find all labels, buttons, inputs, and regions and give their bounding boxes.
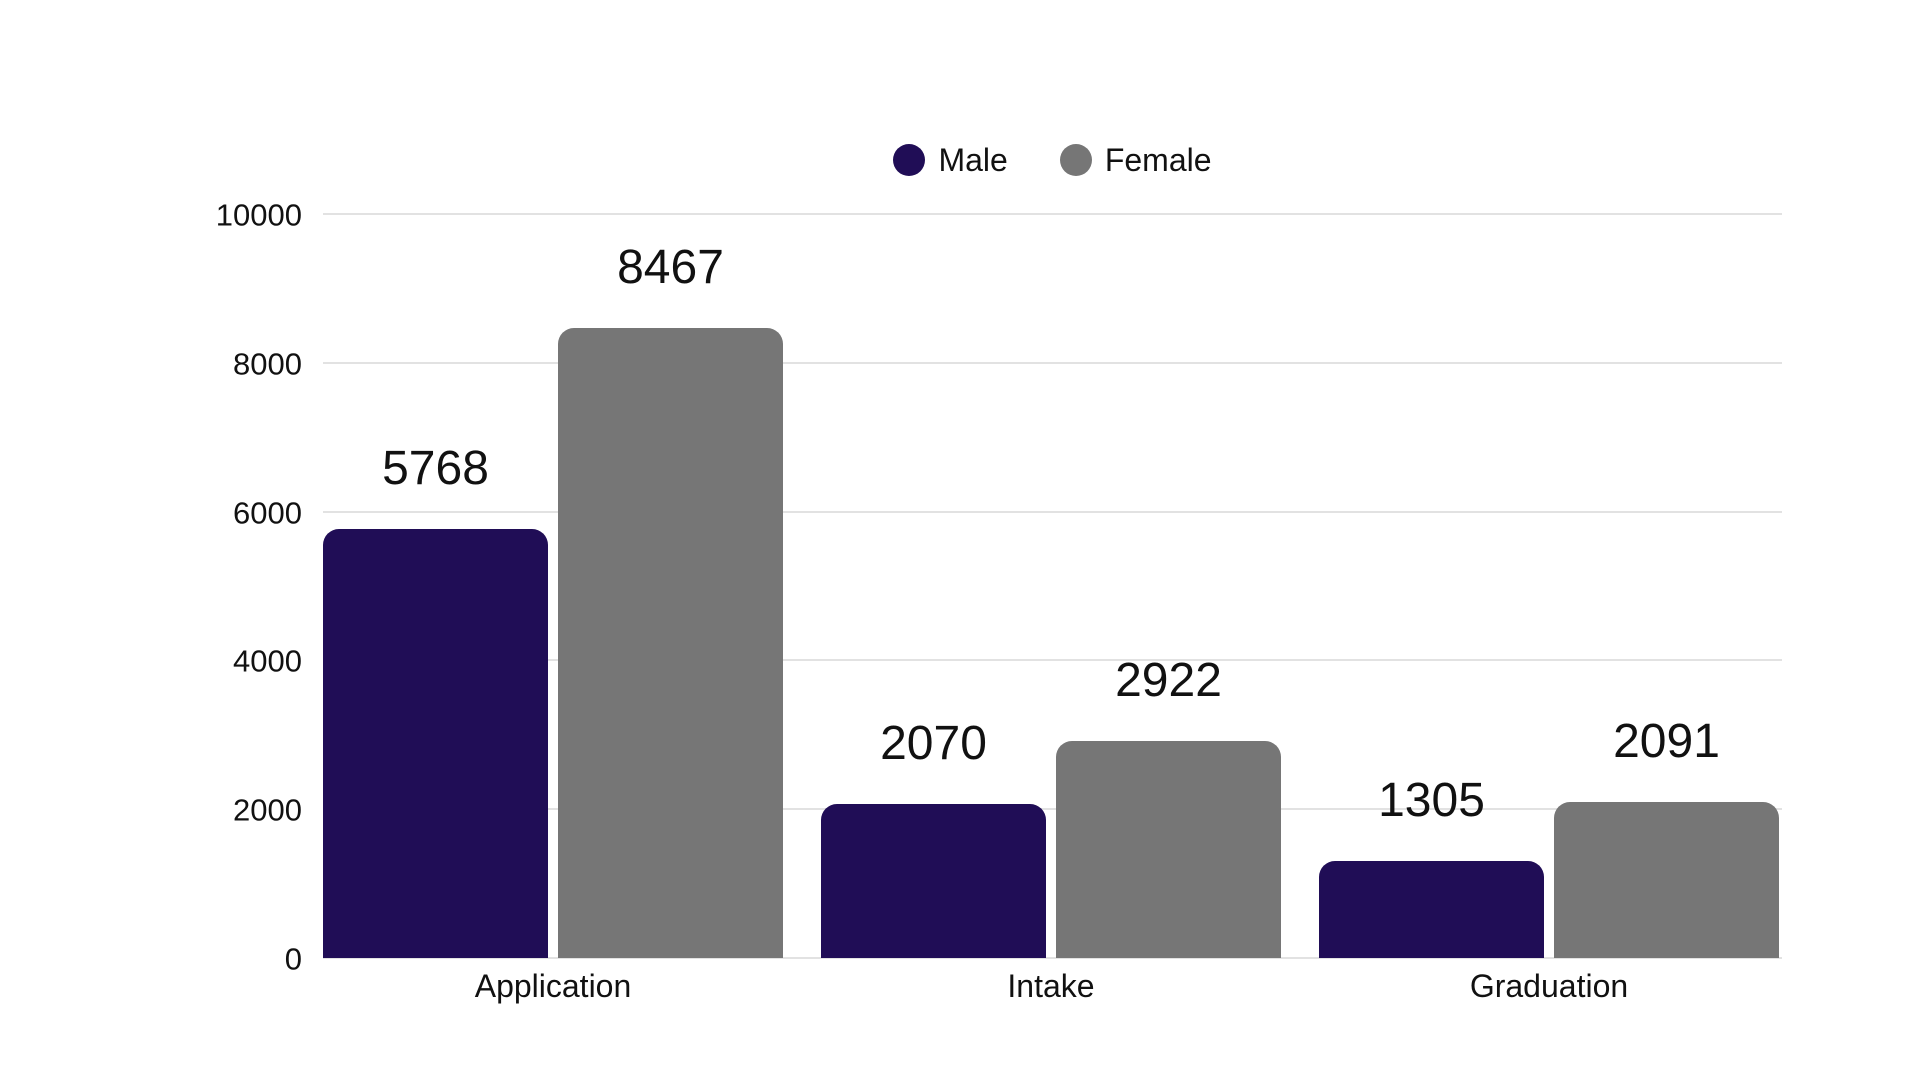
gridline-10000 bbox=[323, 213, 1782, 215]
gridline-0 bbox=[323, 957, 1782, 959]
bar-female-graduation bbox=[1554, 802, 1779, 958]
legend-item-female: Female bbox=[1059, 142, 1212, 178]
legend-label-female: Female bbox=[1104, 142, 1212, 178]
gridline-6000 bbox=[323, 510, 1782, 513]
legend-item-male: Male bbox=[893, 142, 1008, 178]
legend: Male Female bbox=[323, 138, 1782, 182]
value-label-female-intake: 2922 bbox=[1115, 653, 1222, 707]
bar-male-application bbox=[323, 528, 548, 958]
bar-male-intake bbox=[821, 804, 1046, 958]
value-label-male-intake: 2070 bbox=[880, 717, 987, 770]
value-label-female-graduation: 2091 bbox=[1613, 715, 1720, 769]
y-tick-label-6000: 6000 bbox=[233, 495, 302, 531]
value-label-female-application: 8467 bbox=[617, 241, 724, 295]
legend-label-male: Male bbox=[938, 142, 1008, 178]
bar-group-intake: 2070 2922 bbox=[821, 214, 1281, 958]
y-tick-label-2000: 2000 bbox=[233, 792, 302, 828]
legend-marker-male-icon bbox=[893, 144, 926, 176]
y-tick-label-4000: 4000 bbox=[233, 643, 302, 679]
x-category-label-application: Application bbox=[474, 968, 632, 1004]
value-label-male-graduation: 1305 bbox=[1378, 773, 1485, 827]
y-tick-label-10000: 10000 bbox=[215, 197, 302, 233]
x-axis: Application Intake Graduation bbox=[323, 966, 1782, 1006]
value-label-male-application: 5768 bbox=[382, 441, 489, 495]
gridline-2000 bbox=[323, 808, 1782, 811]
x-category-label-graduation: Graduation bbox=[1469, 968, 1629, 1004]
bar-female-application bbox=[558, 328, 783, 958]
gridline-4000 bbox=[323, 659, 1782, 662]
x-category-label-intake: Intake bbox=[1007, 968, 1095, 1004]
legend-marker-female-icon bbox=[1059, 144, 1092, 176]
y-tick-label-0: 0 bbox=[284, 941, 302, 977]
bar-group-application: 5768 8467 bbox=[323, 214, 783, 958]
plot-area: 0 2000 4000 6000 8000 10000 5768 8467 2070 2922 13… bbox=[216, 200, 1782, 975]
gridline-8000 bbox=[323, 361, 1782, 364]
bar-female-intake bbox=[1056, 740, 1281, 958]
y-tick-label-8000: 8000 bbox=[233, 346, 302, 382]
bar-group-graduation: 1305 2091 bbox=[1319, 214, 1779, 958]
bar-male-graduation bbox=[1319, 860, 1544, 958]
